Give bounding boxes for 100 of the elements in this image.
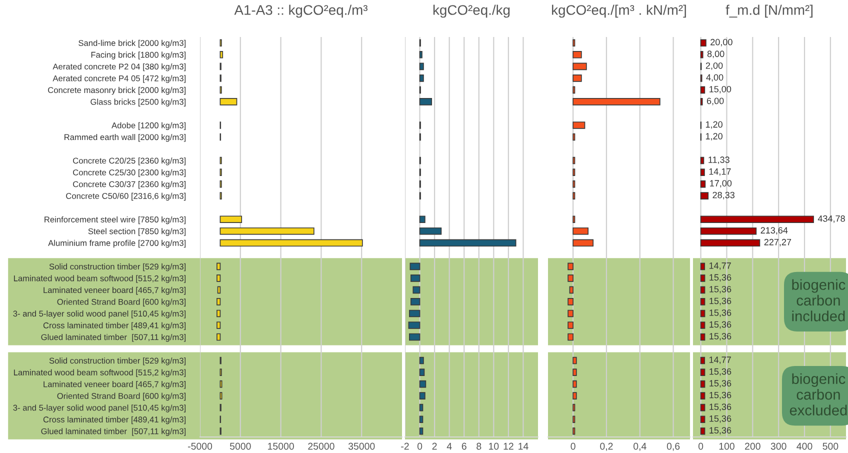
y-tick-label: Concrete C20/25 [2360 kg/m3] — [73, 158, 186, 166]
bar — [419, 239, 516, 247]
bar — [572, 50, 582, 58]
chart-title: kgCO²eq./kg — [433, 4, 510, 18]
x-tick-label: 8 — [476, 442, 482, 450]
y-tick-label: Cross laminated timber [489,41 kg/m3] — [43, 416, 186, 424]
bar — [700, 50, 704, 58]
data-label: 11,33 — [708, 156, 730, 164]
y-tick-label: Laminated veneer board [465,7 kg/m3] — [44, 286, 186, 295]
data-label: 15,36 — [710, 392, 732, 400]
bar — [220, 98, 238, 106]
x-tick-label: 6 — [462, 442, 466, 450]
x-tick-label: 35000 — [348, 442, 375, 450]
y-tick-label: Aerated concrete P4 05 [472 kg/m3] — [52, 75, 186, 83]
bar — [412, 286, 420, 294]
bar — [216, 310, 221, 318]
data-label: 227,27 — [764, 238, 792, 246]
chart-title: kgCO²eq./[m³ . kN/m²] — [552, 4, 686, 18]
bar — [217, 286, 221, 294]
data-label: 20,00 — [710, 38, 732, 46]
data-label: 15,36 — [710, 368, 732, 376]
bar — [572, 98, 660, 106]
y-tick-label: Glued laminated timber [507,11 kg/m3] — [41, 334, 186, 342]
bar — [700, 180, 706, 188]
bar — [700, 322, 706, 329]
y-tick-label: Solid construction timber [529 kg/m3] — [49, 263, 186, 272]
bar — [216, 322, 221, 329]
y-tick-label: Steel section [7850 kg/m3] — [88, 228, 186, 236]
bar — [700, 392, 706, 400]
data-label: 6,00 — [706, 98, 724, 106]
x-tick-label: 400 — [796, 442, 812, 450]
bar — [216, 333, 221, 341]
chart-title: f_m.d [N/mm²] — [726, 4, 812, 18]
y-tick-label: Rammed earth wall [2000 kg/m3] — [64, 134, 186, 142]
data-label: 1,20 — [706, 121, 722, 129]
bar — [700, 427, 706, 435]
bar — [419, 74, 424, 82]
x-tick-label: 14 — [518, 442, 528, 450]
bar — [419, 356, 424, 364]
data-label: 17,00 — [710, 180, 732, 188]
y-tick-label: Laminated veneer board [465,7 kg/m3] — [44, 381, 186, 389]
data-label: 15,36 — [710, 286, 732, 294]
bar — [220, 50, 224, 58]
bar — [572, 392, 577, 400]
bar — [700, 168, 705, 176]
y-tick-label: 3- and 5-layer solid wood panel [510,45 kg/m3] — [13, 310, 186, 318]
x-tick-label: 2 — [432, 442, 437, 450]
bar — [568, 333, 574, 341]
bar — [419, 98, 432, 106]
bar — [408, 322, 420, 329]
y-tick-label: Oriented Strand Board [600 kg/m3] — [57, 392, 186, 401]
bar — [419, 216, 426, 224]
x-tick-label: 0 — [698, 442, 704, 450]
bar — [700, 216, 814, 224]
bar — [419, 380, 426, 388]
y-tick-label: Aluminium frame profile [2700 kg/m3] — [48, 240, 186, 248]
bar — [572, 74, 582, 82]
bar — [410, 298, 420, 306]
x-tick-label: 5000 — [230, 442, 251, 450]
bar — [700, 416, 706, 424]
y-tick-label: Adobe [1200 kg/m3] — [112, 122, 186, 130]
x-tick-label: 0,4 — [634, 442, 646, 451]
bar — [568, 262, 574, 270]
x-tick-label: 0 — [570, 442, 576, 450]
data-label: 1,20 — [706, 133, 722, 140]
bar — [419, 427, 424, 435]
bar — [220, 216, 242, 224]
data-label: 14,17 — [709, 168, 731, 176]
data-label: 15,36 — [710, 298, 732, 306]
bar — [700, 39, 706, 47]
y-tick-label: Sand-lime brick [2000 kg/m3] — [78, 40, 186, 48]
bar — [410, 262, 420, 270]
bar — [569, 286, 574, 294]
bar — [572, 227, 589, 235]
bar — [419, 416, 424, 424]
bar — [572, 239, 594, 247]
x-tick-label: 500 — [822, 442, 838, 450]
y-tick-label: Concrete C30/37 [2360 kg/m3] — [73, 181, 186, 189]
x-tick-label: -2 — [401, 442, 409, 450]
x-tick-label: 4 — [446, 442, 452, 450]
data-label: 8,00 — [707, 50, 724, 58]
bar — [700, 380, 706, 388]
bar — [700, 368, 706, 376]
data-label: 15,36 — [710, 310, 732, 317]
bar — [700, 156, 704, 164]
data-label: 2,00 — [706, 62, 723, 70]
chart-title: A1-A3 :: kgCO²eq./m³ — [234, 4, 368, 18]
bar — [700, 227, 757, 235]
bar — [572, 380, 577, 388]
x-tick-label: 300 — [770, 442, 786, 450]
y-tick-label: Oriented Strand Board [600 kg/m3] — [57, 298, 186, 306]
bar — [216, 274, 221, 282]
y-tick-label: Reinforcement steel wire [7850 kg/m3] — [44, 216, 186, 224]
bar — [700, 239, 760, 247]
data-label: 28,33 — [712, 192, 734, 200]
bar — [700, 86, 706, 94]
y-tick-label: 3- and 5-layer solid wood panel [510,45 kg/m3] — [13, 404, 186, 412]
bar — [568, 322, 574, 329]
bar — [700, 333, 706, 341]
data-label: 15,36 — [710, 380, 732, 388]
